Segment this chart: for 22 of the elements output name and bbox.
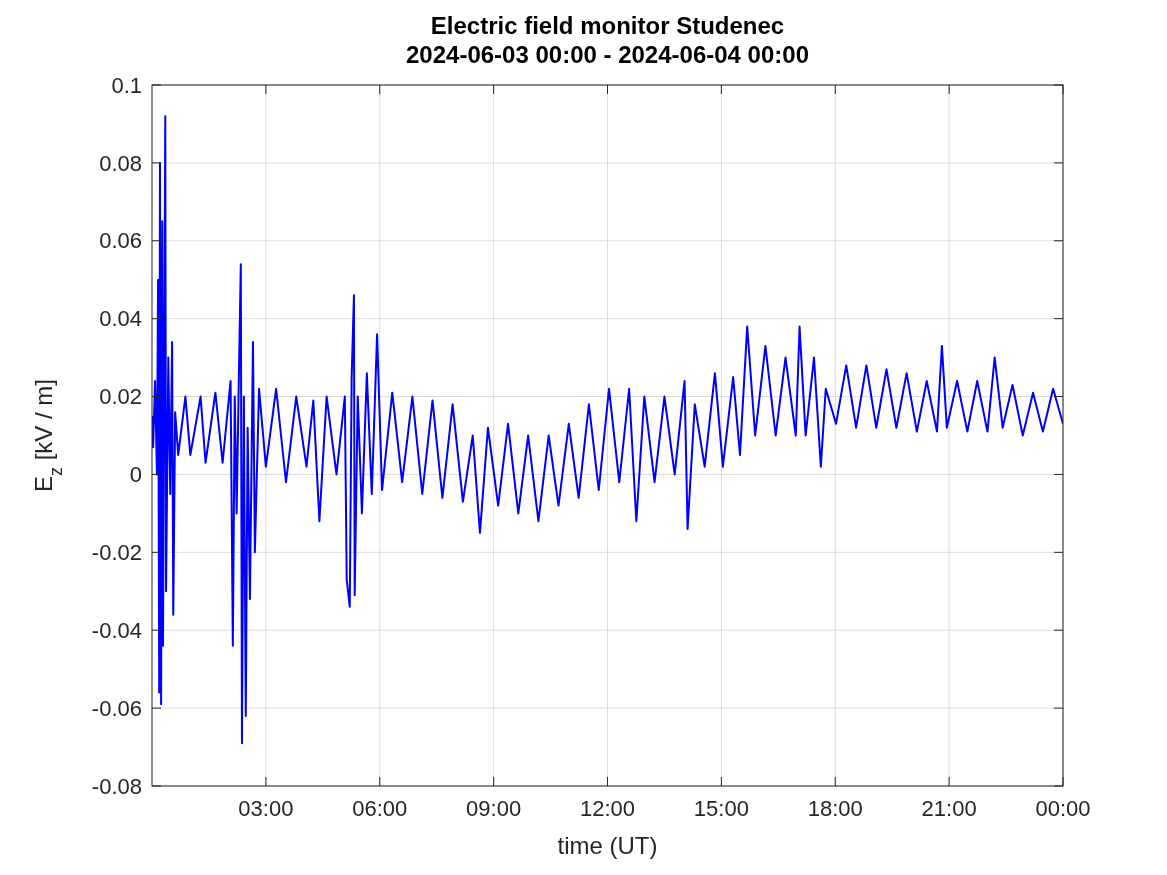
line-series	[152, 115, 1063, 745]
x-tick-label: 21:00	[921, 796, 977, 821]
x-tick-label: 18:00	[807, 796, 863, 821]
x-tick-label: 03:00	[238, 796, 294, 821]
chart-title: Electric field monitor Studenec	[430, 12, 785, 39]
y-tick-label: 0.04	[99, 306, 142, 332]
x-tick-label: 12:00	[579, 796, 636, 821]
x-tick-label: 09:00	[466, 796, 522, 821]
y-tick-label: 0	[129, 462, 142, 488]
x-tick-label: 06:00	[352, 796, 408, 821]
y-tick-label: -0.02	[91, 540, 142, 566]
x-axis-title: time (UT)	[557, 832, 658, 859]
x-tick-label: 00:00	[1035, 796, 1091, 821]
y-tick-label: -0.08	[91, 773, 142, 799]
y-tick-label: 0.08	[99, 150, 142, 176]
y-tick-label: -0.06	[91, 695, 142, 721]
y-tick-label: -0.04	[91, 617, 142, 643]
y-tick-label: 0.06	[99, 228, 142, 254]
chart-subtitle: 2024-06-03 00:00 - 2024-06-04 00:00	[406, 41, 809, 68]
y-tick-label: 0.02	[99, 384, 142, 410]
y-tick-label: 0.1	[111, 72, 142, 98]
x-tick-label: 15:00	[693, 796, 749, 821]
